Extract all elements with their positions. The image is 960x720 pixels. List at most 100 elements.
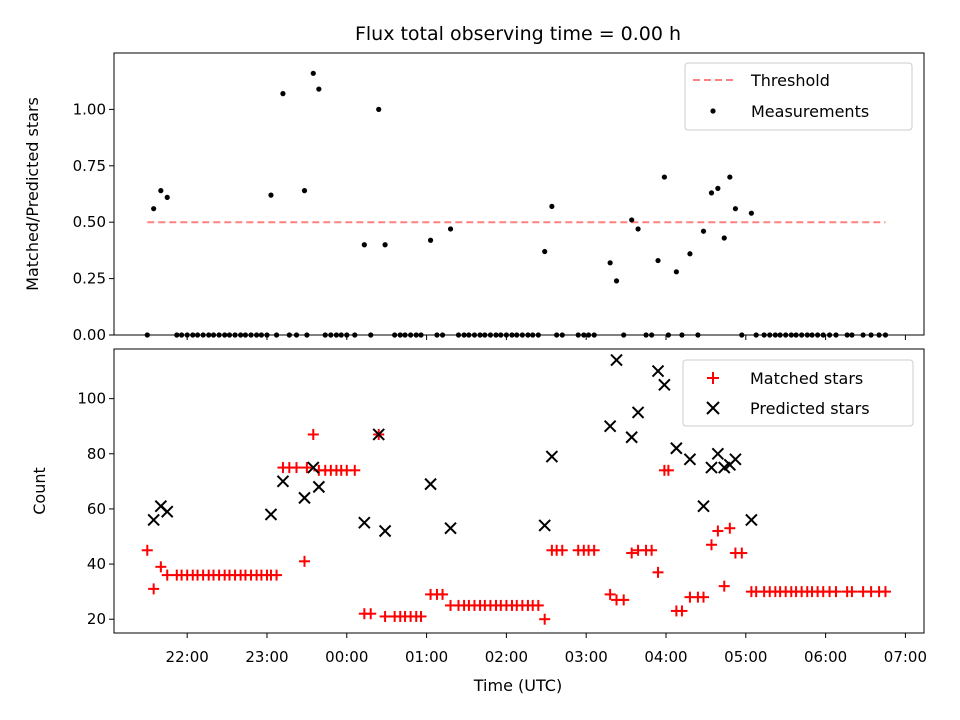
- predicted-star-point: [545, 450, 559, 463]
- legend-predicted-label: Predicted stars: [750, 399, 870, 418]
- top-chart-title: Flux total observing time = 0.00 h: [355, 23, 681, 45]
- measurement-point: [629, 217, 635, 223]
- top-y-tick-label: 0.25: [73, 270, 106, 288]
- predicted-star-point: [538, 519, 551, 532]
- x-axis-label: Time (UTC): [473, 676, 562, 695]
- predicted-star-point: [697, 499, 710, 513]
- top-x-axis-ticks: [186, 335, 906, 340]
- measurement-point: [542, 248, 548, 255]
- measurement-point: [164, 194, 170, 200]
- matched-star-point: [652, 566, 664, 578]
- bottom-plot-frame: [113, 348, 925, 634]
- predicted-star-point: [444, 522, 457, 535]
- legend-matched-label: Matched stars: [750, 369, 863, 388]
- predicted-star-point: [161, 505, 174, 518]
- matched-star-point: [271, 569, 283, 581]
- matched-star-point: [712, 525, 724, 537]
- matched-star-point: [646, 544, 658, 556]
- predicted-star-point: [745, 513, 758, 527]
- matched-star-point: [618, 594, 630, 606]
- matched-star-point: [846, 586, 858, 598]
- bottom-x-tick-label: 22:00: [166, 648, 209, 666]
- predicted-star-point: [670, 442, 683, 455]
- measurement-point: [673, 269, 679, 275]
- measurement-point: [382, 242, 388, 248]
- predicted-star-point: [658, 378, 671, 392]
- legend-matched-swatch: [707, 372, 719, 384]
- matched-star-point: [724, 522, 736, 534]
- predicted-star-point: [631, 406, 645, 419]
- bottom-y-tick-label: 100: [77, 390, 106, 408]
- matched-star-point: [415, 610, 427, 622]
- top-y-tick-label: 0.50: [73, 213, 106, 231]
- measurement-point: [427, 237, 434, 243]
- matched-star-point: [365, 608, 377, 620]
- matched-stars-points: [141, 428, 891, 625]
- matched-star-point: [298, 555, 310, 567]
- predicted-star-point: [358, 516, 371, 529]
- bottom-y-axis-label: Count: [30, 467, 49, 515]
- matched-star-point: [662, 464, 674, 476]
- legend-measurements-swatch: [710, 108, 716, 114]
- matched-star-point: [626, 547, 638, 559]
- top-legend-box: [684, 62, 913, 131]
- bottom-x-tick-label: 03:00: [565, 648, 608, 666]
- matched-star-point: [379, 610, 391, 622]
- matched-star-point: [705, 539, 717, 551]
- top-y-axis-ticks: 0.00 0.25 0.50 0.75 1.00: [73, 100, 114, 344]
- predicted-star-point: [264, 508, 278, 521]
- matched-star-point: [148, 583, 160, 595]
- measurement-point: [721, 235, 727, 241]
- measurement-point: [549, 203, 555, 210]
- measurement-point: [732, 206, 739, 212]
- predicted-star-point: [378, 524, 392, 538]
- matched-star-point: [698, 591, 710, 603]
- measurement-points: [144, 70, 889, 338]
- bottom-x-tick-label: 07:00: [884, 648, 927, 666]
- predicted-star-point: [307, 461, 320, 474]
- bottom-x-axis-ticks: 22:00 23:00 00:00 01:00 02:00 03:00 04:00 05:00…: [166, 633, 927, 666]
- bottom-x-tick-label: 23:00: [245, 648, 288, 666]
- bottom-y-tick-label: 80: [87, 445, 106, 463]
- predicted-star-point: [705, 461, 718, 474]
- measurement-point: [687, 251, 693, 257]
- predicted-star-point: [312, 480, 326, 494]
- top-y-axis-label: Matched/Predicted stars: [23, 97, 42, 291]
- bottom-x-tick-label: 04:00: [644, 648, 687, 666]
- matched-star-point: [307, 428, 319, 440]
- bottom-legend: Matched stars Predicted stars: [682, 359, 914, 427]
- measurement-point: [310, 70, 316, 76]
- predicted-star-point: [372, 428, 385, 441]
- matched-star-point: [437, 588, 449, 600]
- measurement-point: [301, 188, 308, 194]
- matched-star-point: [291, 462, 303, 474]
- bottom-legend-box: [682, 359, 914, 427]
- bottom-x-tick-label: 01:00: [405, 648, 448, 666]
- top-legend: Threshold Measurements: [684, 62, 913, 131]
- predicted-star-point: [276, 475, 290, 488]
- predicted-star-point: [610, 353, 623, 367]
- bottom-x-tick-label: 05:00: [724, 648, 767, 666]
- matched-star-point: [588, 544, 600, 556]
- measurement-point: [280, 91, 286, 97]
- measurement-point: [727, 174, 733, 180]
- predicted-star-point: [683, 453, 697, 466]
- matched-star-point: [532, 599, 544, 611]
- top-panel: Flux total observing time = 0.00 h 0.000…: [23, 23, 925, 344]
- predicted-star-point: [711, 447, 725, 460]
- matched-star-point: [556, 544, 568, 556]
- bottom-y-tick-label: 20: [87, 610, 106, 628]
- bottom-x-tick-label: 02:00: [485, 648, 528, 666]
- bottom-y-axis-ticks: 20 40 60 80 100: [77, 390, 114, 628]
- predicted-star-point: [147, 513, 160, 527]
- measurement-point: [613, 278, 620, 284]
- matched-star-point: [141, 544, 153, 556]
- measurement-point: [635, 226, 641, 232]
- predicted-star-point: [424, 477, 437, 491]
- bottom-x-tick-label: 00:00: [325, 648, 368, 666]
- bottom-y-tick-label: 40: [87, 555, 106, 573]
- measurement-point: [607, 260, 613, 266]
- measurement-point: [158, 188, 164, 194]
- matched-star-point: [155, 561, 167, 573]
